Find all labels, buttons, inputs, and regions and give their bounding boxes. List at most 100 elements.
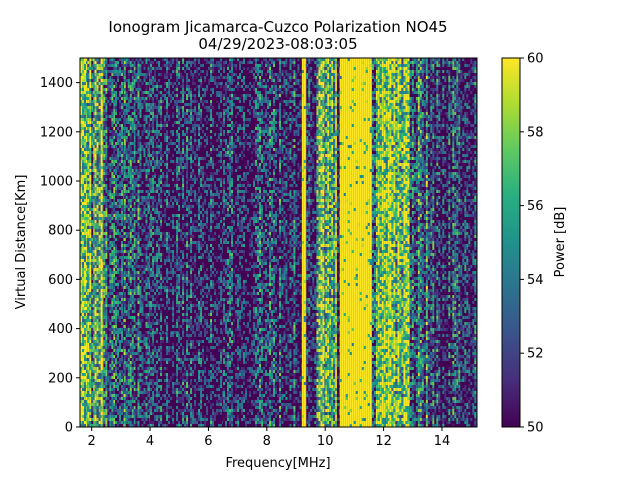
heatmap-cell	[115, 247, 118, 250]
heatmap-cell	[147, 70, 150, 73]
heatmap-cell	[170, 82, 173, 85]
heatmap-cell	[172, 418, 175, 421]
heatmap-cell	[121, 151, 124, 154]
heatmap-cell	[145, 298, 148, 301]
heatmap-cell	[96, 283, 99, 286]
heatmap-cell	[123, 193, 126, 196]
heatmap-cell	[100, 58, 103, 61]
heatmap-cell	[166, 64, 169, 67]
heatmap-cell	[102, 187, 104, 190]
heatmap-cell	[98, 76, 101, 79]
heatmap-cell	[170, 283, 173, 286]
heatmap-cell	[105, 400, 108, 403]
heatmap-cell	[178, 67, 181, 70]
heatmap-cell	[111, 421, 114, 424]
heatmap-cell	[176, 73, 179, 76]
heatmap-cell	[103, 373, 106, 376]
heatmap-cell	[80, 190, 82, 193]
heatmap-cell	[98, 136, 101, 139]
heatmap-cell	[139, 376, 142, 379]
heatmap-cell	[133, 373, 136, 376]
heatmap-cell	[87, 349, 90, 352]
heatmap-cell	[123, 214, 124, 217]
heatmap-cell	[109, 76, 112, 79]
heatmap-cell	[109, 334, 112, 337]
heatmap-cell	[109, 424, 112, 427]
heatmap-cell	[98, 334, 101, 337]
heatmap-cell	[166, 142, 169, 145]
heatmap-cell	[133, 100, 136, 103]
heatmap-cell	[94, 163, 97, 166]
heatmap-cell	[80, 178, 82, 181]
heatmap-cell	[80, 262, 82, 265]
heatmap-cell	[123, 223, 126, 226]
heatmap-cell	[121, 64, 124, 67]
heatmap-cell	[149, 256, 151, 259]
heatmap-cell	[102, 397, 104, 400]
heatmap-cell	[94, 412, 97, 415]
heatmap-cell	[82, 127, 84, 130]
heatmap-cell	[129, 376, 132, 379]
heatmap-cell	[91, 250, 94, 253]
heatmap-cell	[135, 109, 138, 112]
heatmap-cell	[149, 274, 151, 277]
heatmap-cell	[80, 370, 82, 373]
heatmap-cell	[109, 217, 112, 220]
heatmap-cell	[135, 334, 138, 337]
heatmap-cell	[117, 184, 120, 187]
heatmap-cell	[139, 373, 142, 376]
heatmap-cell	[133, 97, 136, 100]
heatmap-cell	[91, 196, 94, 199]
heatmap-cell	[176, 145, 179, 148]
heatmap-cell	[109, 130, 112, 133]
heatmap-cell	[94, 73, 97, 76]
heatmap-cell	[111, 145, 114, 148]
heatmap-cell	[145, 253, 148, 256]
heatmap-cell	[119, 73, 122, 76]
heatmap-cell	[137, 247, 140, 250]
heatmap-cell	[156, 382, 159, 385]
heatmap-cell	[80, 400, 82, 403]
heatmap-cell	[160, 67, 163, 70]
heatmap-cell	[103, 355, 106, 358]
heatmap-cell	[172, 235, 175, 238]
heatmap-cell	[135, 115, 138, 118]
heatmap-cell	[84, 331, 86, 334]
heatmap-cell	[86, 301, 88, 304]
heatmap-cell	[103, 67, 106, 70]
heatmap-cell	[152, 271, 155, 274]
heatmap-cell	[166, 205, 169, 208]
heatmap-cell	[180, 73, 183, 76]
heatmap-cell	[119, 376, 122, 379]
heatmap-cell	[102, 391, 104, 394]
heatmap-cell	[129, 259, 132, 262]
heatmap-cell	[102, 175, 104, 178]
heatmap-cell	[143, 298, 146, 301]
heatmap-cell	[80, 211, 82, 214]
heatmap-cell	[98, 190, 101, 193]
heatmap-cell	[86, 196, 88, 199]
heatmap-cell	[96, 319, 99, 322]
heatmap-cell	[113, 244, 116, 247]
heatmap-cell	[129, 277, 132, 280]
heatmap-cell	[91, 202, 94, 205]
heatmap-cell	[107, 172, 110, 175]
heatmap-cell	[135, 274, 138, 277]
heatmap-cell	[178, 208, 181, 211]
heatmap-cell	[113, 115, 116, 118]
heatmap-cell	[123, 73, 126, 76]
heatmap-cell	[98, 199, 101, 202]
heatmap-cell	[133, 160, 136, 163]
heatmap-cell	[105, 187, 108, 190]
heatmap-cell	[137, 352, 140, 355]
heatmap-cell	[91, 79, 94, 82]
heatmap-cell	[158, 73, 161, 76]
heatmap-cell	[96, 121, 99, 124]
heatmap-cell	[105, 175, 108, 178]
heatmap-cell	[166, 241, 169, 244]
heatmap-cell	[158, 271, 161, 274]
heatmap-cell	[93, 235, 95, 238]
heatmap-cell	[150, 154, 153, 157]
heatmap-cell	[100, 178, 103, 181]
heatmap-cell	[160, 313, 163, 316]
